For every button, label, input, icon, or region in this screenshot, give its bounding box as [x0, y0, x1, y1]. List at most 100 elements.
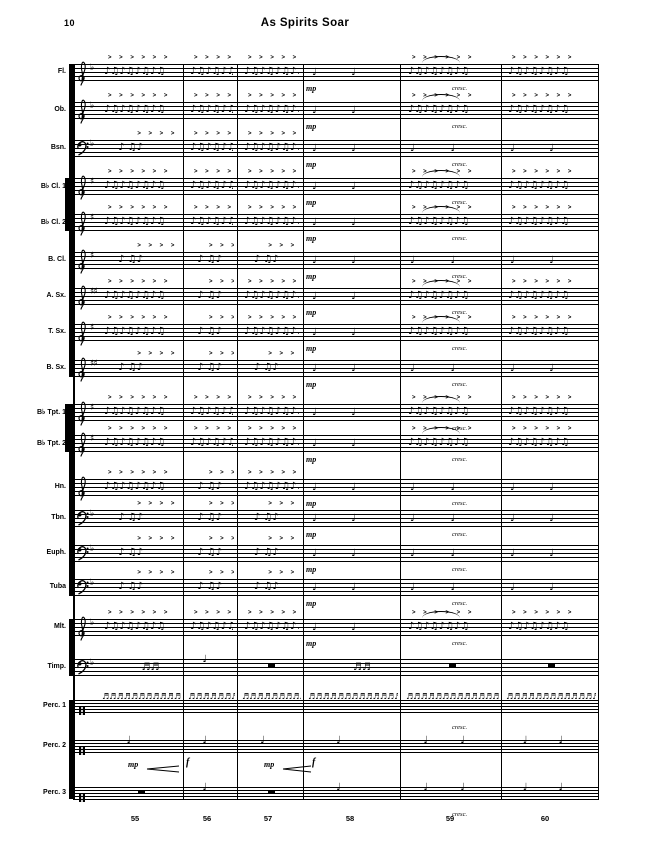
dynamic-mp: mp: [306, 272, 317, 281]
dynamic-cresc: cresc.: [452, 381, 468, 388]
notes-cluster: ♪ ♫♪: [118, 362, 144, 373]
slur: [422, 206, 460, 213]
slur: [422, 56, 460, 63]
notes-cluster: ♩: [549, 143, 554, 154]
key-signature: ♯: [90, 177, 94, 187]
notes-cluster: ♪ ♫♪: [253, 362, 279, 373]
treble-clef-icon: [76, 613, 88, 643]
accent-marks: > > > > > >: [194, 395, 231, 401]
notes-cluster: ♩: [312, 407, 317, 418]
key-signature: ♯♯: [90, 359, 98, 369]
notes-cluster: ♩: [510, 255, 515, 266]
notes-cluster: ♩: [312, 548, 317, 559]
instrument-label: Bsn.: [50, 144, 66, 151]
notes-cluster: ♩: [312, 363, 317, 374]
accent-marks: > > > > > >: [268, 501, 300, 507]
treble-clef-icon: [76, 473, 88, 503]
notes-cluster: ♬♬♬♬♬♬♬♬♬♬♬♬♬♬: [308, 692, 398, 701]
notes-cluster: ♪♫♪♫♪♫♪♫: [408, 104, 470, 115]
dynamic-cresc: cresc.: [452, 273, 468, 280]
accent-marks: > > > > > >: [248, 610, 297, 616]
instrument-label: B♭ Cl. 1: [40, 183, 66, 190]
notes-cluster: ♬♬♬♬♬♬♬♬♬♬♬♬♬♬: [406, 692, 499, 701]
notes-cluster: ♩: [549, 513, 554, 524]
notes-cluster: ♩: [558, 735, 564, 746]
accent-marks: > > > > > >: [108, 395, 171, 401]
notes-cluster: ♩: [410, 482, 415, 493]
notes-cluster: ♪♫♪♫♪♫♪♫: [190, 142, 233, 153]
notes-cluster: ♪♫♪♫♪♫♪♫: [508, 180, 570, 191]
staff-lines: [73, 545, 599, 562]
notes-cluster: ♪♫♪♫♪♫♪♫: [190, 621, 233, 632]
accent-marks: > > > > > >: [208, 501, 235, 507]
notes-cluster: ♪♫♪♫♪♫♪♫: [104, 326, 166, 337]
notes-cluster: ♩: [336, 782, 341, 793]
instrument-label: Fl.: [57, 68, 66, 75]
staff-lines: [73, 178, 599, 195]
notes-cluster: ♪♫♪♫♪♫♪♫: [104, 290, 166, 301]
treble-clef-icon: [76, 354, 88, 384]
dynamic-mp: mp: [306, 344, 317, 353]
slur: [422, 94, 460, 101]
slur: [422, 170, 460, 177]
accent-marks: > > > > > >: [208, 279, 235, 285]
notes-cluster: ♪ ♫♪: [253, 581, 279, 592]
notes-cluster: ♪♫♪♫♪♫♪♫: [408, 437, 470, 448]
instrument-label: Ob.: [54, 106, 66, 113]
accent-marks: > > > > > >: [268, 570, 300, 576]
notes-cluster: ♪ ♫♪: [118, 547, 144, 558]
notes-cluster: ♪♫♪♫♪♫♪♫: [104, 437, 166, 448]
accent-marks: > > > > > >: [248, 279, 297, 285]
dynamic-mp: mp: [306, 380, 317, 389]
accent-marks: > > > > > >: [208, 243, 235, 249]
notes-cluster: ♩: [312, 255, 317, 266]
notes-cluster: ♪♫♪♫♪♫♪♫: [190, 180, 233, 191]
notes-cluster: ♩: [450, 548, 456, 559]
notes-cluster: ♪♫♪♫♪♫♪♫: [244, 437, 299, 448]
crescendo-hairpin-icon: [282, 760, 312, 773]
notes-cluster: ♩: [351, 407, 356, 418]
whole-rest: [547, 664, 555, 667]
notes-cluster: ♩: [450, 255, 456, 266]
key-signature: ♭: [90, 578, 94, 588]
staff-lines: [73, 510, 599, 527]
whole-rest: [138, 790, 145, 793]
accent-marks: > > > > > >: [194, 205, 231, 211]
notes-cluster: ♩: [410, 143, 415, 154]
dynamic-cresc: cresc.: [452, 85, 468, 92]
measure-number: 55: [130, 814, 140, 823]
notes-cluster: ♩: [202, 782, 208, 793]
key-signature: ♭: [90, 618, 94, 628]
notes-cluster: ♪ ♫♪: [197, 362, 223, 373]
notes-cluster: ♩: [450, 513, 456, 524]
dynamic-cresc: cresc.: [452, 724, 468, 731]
staff-lines: [73, 324, 599, 341]
notes-cluster: ♬♬♬♬♬♬♬♬♬♬♬♬♬♬: [102, 692, 181, 701]
notes-cluster: ♪ ♫♪: [118, 512, 144, 523]
notes-cluster: ♩: [549, 582, 554, 593]
notes-cluster: ♩: [410, 582, 415, 593]
dynamic-cresc: cresc.: [452, 309, 468, 316]
treble-clef-icon: [76, 208, 88, 238]
accent-marks: > > > > > >: [248, 169, 297, 175]
staff-lines: [73, 102, 599, 119]
accent-marks: > > > > > >: [137, 501, 179, 507]
barline: [303, 64, 304, 799]
notes-cluster: ♪♫♪♫♪♫♪♫: [244, 621, 299, 632]
notes-cluster: ♩: [549, 548, 554, 559]
notes-cluster: ♩: [510, 513, 515, 524]
accent-marks: > > > > > >: [208, 570, 235, 576]
notes-cluster: ♩: [522, 735, 528, 746]
accent-marks: > > > > > >: [268, 351, 300, 357]
instrument-label: B. Sx.: [46, 364, 66, 371]
notes-cluster: ♪ ♫♪: [197, 290, 223, 301]
accent-marks: > > > > > >: [194, 169, 231, 175]
slur: [422, 396, 460, 403]
notes-cluster: ♩: [351, 622, 356, 633]
staff-lines: [73, 479, 599, 496]
notes-cluster: ♪ ♫♪: [253, 547, 279, 558]
notes-cluster: ♪♫♪♫♪♫♪♫: [190, 104, 233, 115]
sub-bracket: [65, 178, 69, 231]
staff-lines: [73, 404, 599, 421]
notes-cluster: ♪♫♪♫♪♫♪♫: [408, 66, 470, 77]
